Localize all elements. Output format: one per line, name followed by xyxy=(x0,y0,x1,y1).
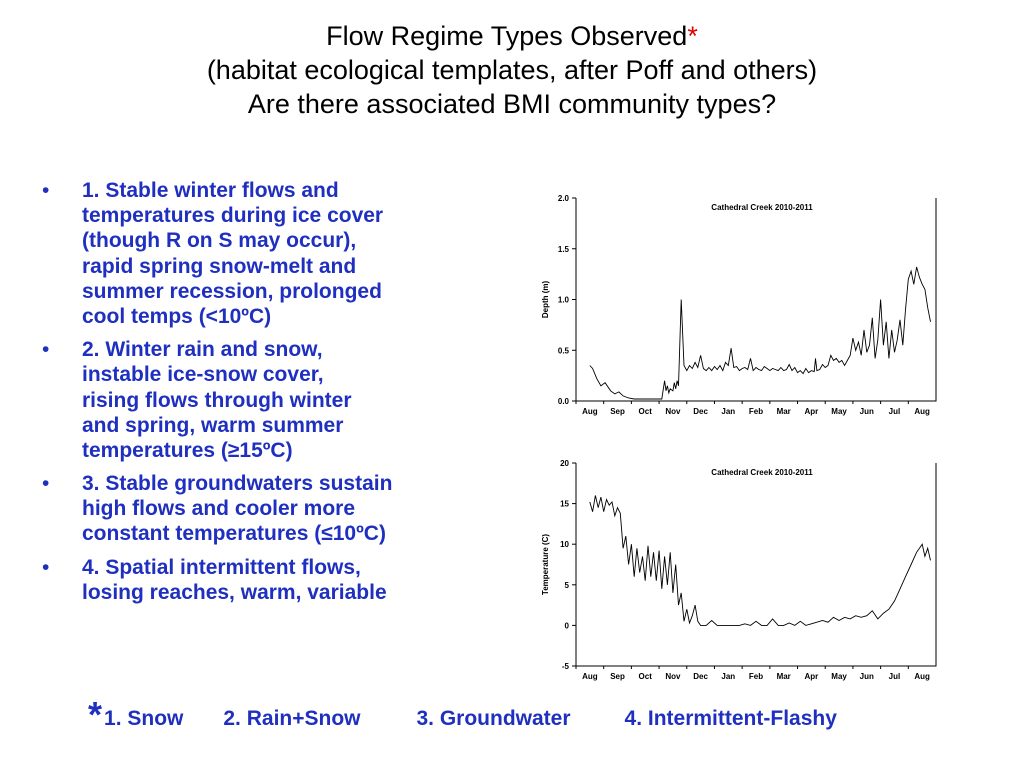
depth-chart-y-axis-title: Depth (m) xyxy=(541,281,550,319)
depth-chart-x-tick-label: Sep xyxy=(610,407,625,416)
temp-chart-axes xyxy=(575,463,937,667)
temp-chart-x-tick-label: Feb xyxy=(749,672,763,681)
temp-chart-x-tick-label: Aug xyxy=(914,672,930,681)
depth-chart-y-tick-label: 2.0 xyxy=(558,194,570,203)
bullet-text: 1. Stable winter flows and temperatures … xyxy=(82,179,384,328)
bullet-dot-icon: • xyxy=(42,179,50,202)
title-line-2: (habitat ecological templates, after Pof… xyxy=(206,54,818,85)
depth-chart-series-line-depth xyxy=(589,266,931,400)
temperature-chart: -5 0 5 10 15 20 Aug Sep Oct Nov Dec Jan Feb Mar Apr May… xyxy=(520,448,950,693)
temp-chart-x-tick-label: Jun xyxy=(860,672,874,681)
temp-chart-x-tick-label: Nov xyxy=(665,672,681,681)
depth-chart-y-tick-label: 1.0 xyxy=(558,296,570,305)
footer-item-groundwater: 3. Groundwater xyxy=(416,707,571,730)
temp-chart-y-tick-label: 5 xyxy=(565,581,570,590)
depth-chart-x-tick-label: Feb xyxy=(749,407,763,416)
depth-chart-x-tick-label: May xyxy=(831,407,847,416)
bullet-item-1: • 1. Stable winter flows and temperature… xyxy=(36,178,516,329)
depth-chart-x-tick-label: Jul xyxy=(889,407,901,416)
depth-chart-y-tick-label: 1.5 xyxy=(558,245,570,254)
bullet-list: • 1. Stable winter flows and temperature… xyxy=(36,178,516,613)
depth-chart-x-tick-label: Dec xyxy=(693,407,708,416)
bullet-item-2: • 2. Winter rain and snow, instable ice-… xyxy=(36,337,516,463)
slide-title: Flow Regime Types Observed* (habitat eco… xyxy=(0,20,1024,121)
temp-chart-x-tick-label: Oct xyxy=(639,672,653,681)
temp-chart-x-tick-label: Sep xyxy=(610,672,625,681)
temp-chart-y-tick-label: 20 xyxy=(560,459,569,468)
temp-chart-x-tick-label: Dec xyxy=(693,672,708,681)
footer-item-rain-snow: 2. Rain+Snow xyxy=(223,707,361,730)
bullet-dot-icon: • xyxy=(42,338,50,362)
depth-chart-x-tick-label: Oct xyxy=(639,407,653,416)
depth-chart-axes xyxy=(575,198,937,402)
title-asterisk: * xyxy=(687,21,698,51)
temp-chart-y-axis-title: Temperature (C) xyxy=(541,534,550,596)
depth-chart-x-tick-label: Aug xyxy=(582,407,598,416)
temp-chart-x-tick-label: Jul xyxy=(889,672,901,681)
temp-chart-y-tick-label: 15 xyxy=(560,500,569,509)
temp-chart-y-tick-label: 10 xyxy=(560,540,569,549)
bullet-dot-icon: • xyxy=(42,472,50,496)
temp-chart-title: Cathedral Creek 2010-2011 xyxy=(711,468,813,477)
temp-chart-x-tick-label: Mar xyxy=(777,672,791,681)
depth-chart: 0.0 0.5 1.0 1.5 2.0 Aug Sep Oct Nov Dec Jan Feb Mar A… xyxy=(520,180,950,430)
depth-chart-x-tick-label: Apr xyxy=(804,407,818,416)
bullet-text: 2. Winter rain and snow, instable ice-sn… xyxy=(82,338,352,462)
depth-chart-title: Cathedral Creek 2010-2011 xyxy=(711,203,813,212)
depth-chart-x-tick-label: Nov xyxy=(665,407,681,416)
footer-asterisk: * xyxy=(88,694,103,735)
bullet-item-3: • 3. Stable groundwaters sustain high fl… xyxy=(36,471,516,547)
title-line-1: Flow Regime Types Observed* xyxy=(326,21,698,51)
bullet-text: 3. Stable groundwaters sustain high flow… xyxy=(82,472,393,546)
temp-chart-series-line-temperature xyxy=(589,495,931,626)
depth-chart-x-tick-label: Mar xyxy=(777,407,791,416)
temp-chart-x-tick-label: Jan xyxy=(721,672,735,681)
footer-item-intermittent-flashy: 4. Intermittent-Flashy xyxy=(624,707,837,730)
depth-chart-y-tick-label: 0.5 xyxy=(558,346,570,355)
title-line-3: Are there associated BMI community types… xyxy=(247,88,777,119)
temp-chart-x-tick-label: Apr xyxy=(804,672,818,681)
bullet-item-4: • 4. Spatial intermittent flows, losing … xyxy=(36,555,516,605)
temp-chart-y-tick-label: -5 xyxy=(562,662,570,671)
depth-chart-y-tick-label: 0.0 xyxy=(558,397,570,406)
regime-legend-footer: *1. Snow 2. Rain+Snow 3. Groundwater 4. Int… xyxy=(88,694,1008,736)
depth-chart-x-tick-label: Jun xyxy=(860,407,874,416)
bullet-text: 4. Spatial intermittent flows, losing re… xyxy=(82,555,387,604)
temp-chart-x-tick-label: May xyxy=(831,672,847,681)
temp-chart-x-tick-label: Aug xyxy=(582,672,598,681)
temp-chart-y-tick-label: 0 xyxy=(565,621,570,630)
bullet-dot-icon: • xyxy=(42,555,50,579)
depth-chart-x-tick-label: Aug xyxy=(914,407,930,416)
footer-item-snow: 1. Snow xyxy=(104,707,184,730)
depth-chart-x-tick-label: Jan xyxy=(721,407,735,416)
